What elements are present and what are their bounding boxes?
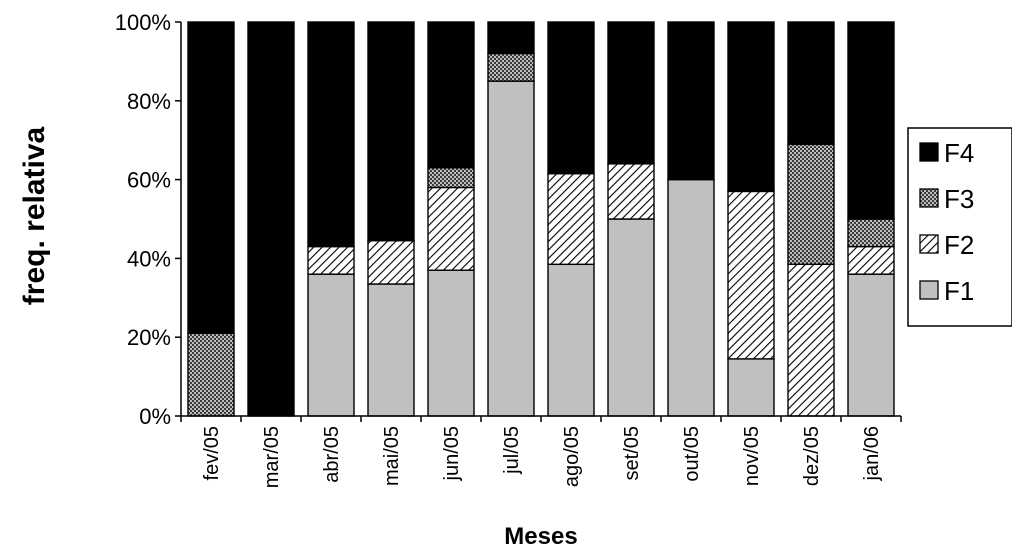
bar-f3-jun-05: [427, 167, 475, 189]
bar-f2-jan-06: [847, 245, 895, 275]
bar-f1-ago-05: [547, 263, 595, 417]
bar-f2-jun-05: [427, 186, 475, 271]
legend-label-f4: F4: [944, 138, 974, 168]
bar-f4-mai-05: [367, 21, 415, 242]
legend-swatch-f1: [919, 280, 939, 300]
bar-f1-jun-05: [427, 269, 475, 417]
x-tick-label: jun/05: [441, 426, 463, 482]
legend: F4 F3 F2 F1: [907, 127, 1012, 327]
bar-f1-jan-06: [847, 273, 895, 417]
bar-f4-set-05: [607, 21, 655, 165]
x-tick-label: mai/05: [381, 426, 403, 486]
legend-label-f2: F2: [944, 230, 974, 260]
x-tick-label: nov/05: [741, 426, 763, 486]
bar-f1-out-05: [667, 178, 715, 417]
bar-f4-jul-05: [487, 21, 535, 55]
y-tick-labels: 0% 20% 40% 60% 80% 100%: [115, 10, 171, 429]
y-tick-label: 100%: [115, 10, 171, 35]
legend-swatch-f3: [919, 188, 939, 208]
legend-swatch-f4: [919, 142, 939, 162]
bar-f4-nov-05: [727, 21, 775, 193]
bar-f1-mai-05: [367, 283, 415, 417]
y-tick-label: 40%: [127, 246, 171, 271]
legend-label-f1: F1: [944, 276, 974, 306]
bar-f4-jan-06: [847, 21, 895, 220]
x-tick-label: mar/05: [261, 426, 283, 488]
bar-f4-mar-05: [247, 21, 295, 417]
bar-f1-jul-05: [487, 80, 535, 417]
bar-f2-nov-05: [727, 190, 775, 360]
legend-label-f3: F3: [944, 184, 974, 214]
x-tick-label: ago/05: [561, 426, 583, 487]
bar-f3-fev-05: [187, 332, 235, 417]
bar-f2-ago-05: [547, 172, 595, 266]
axes-group: [175, 21, 902, 422]
bar-f4-abr-05: [307, 21, 355, 248]
x-tick-label: jan/06: [861, 426, 883, 482]
bar-f4-ago-05: [547, 21, 595, 175]
bars-group: [187, 21, 895, 417]
bar-f1-nov-05: [727, 358, 775, 417]
bar-f1-set-05: [607, 218, 655, 417]
bar-f4-jun-05: [427, 21, 475, 169]
bar-f4-out-05: [667, 21, 715, 181]
x-tick-label: dez/05: [801, 426, 823, 486]
bar-f3-jul-05: [487, 52, 535, 82]
x-tick-labels: fev/05 mar/05 abr/05 mai/05 jun/05 jul/05 ago/…: [201, 426, 883, 488]
y-tick-label: 80%: [127, 89, 171, 114]
x-tick-label: out/05: [681, 426, 703, 482]
bar-f2-dez-05: [787, 263, 835, 417]
legend-swatch-f2: [919, 234, 939, 254]
bar-f2-set-05: [607, 163, 655, 220]
bar-f3-jan-06: [847, 218, 895, 248]
bar-f4-fev-05: [187, 21, 235, 334]
x-tick-label: abr/05: [321, 426, 343, 483]
x-tick-label: jul/05: [501, 426, 523, 475]
bar-f3-dez-05: [787, 143, 835, 266]
x-axis-title: Meses: [504, 523, 577, 548]
x-tick-label: fev/05: [201, 426, 223, 480]
x-tick-label: set/05: [621, 426, 643, 480]
y-axis-title: freq. relativa: [18, 126, 51, 305]
bar-f2-abr-05: [307, 245, 355, 275]
y-tick-label: 0%: [139, 404, 171, 429]
bar-f4-dez-05: [787, 21, 835, 145]
bar-f2-mai-05: [367, 239, 415, 285]
bar-f1-abr-05: [307, 273, 355, 417]
y-tick-label: 20%: [127, 325, 171, 350]
y-tick-label: 60%: [127, 168, 171, 193]
